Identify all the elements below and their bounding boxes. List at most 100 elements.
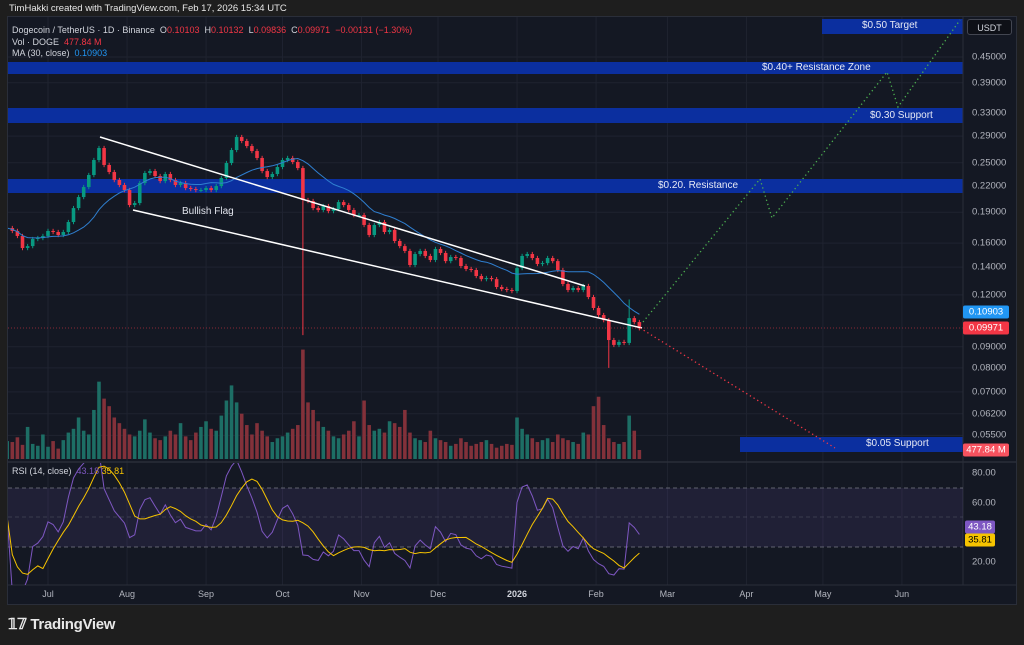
candle-body (137, 183, 142, 204)
price-tick-label: 0.05500 (972, 429, 1007, 441)
rsi-ma-value: 35.81 (101, 466, 125, 476)
candle-body (515, 268, 519, 292)
volume-bar (56, 448, 60, 459)
zone-label-target: $0.50 Target (862, 20, 918, 31)
high-value: 0.10132 (211, 25, 244, 35)
volume-bar (301, 349, 305, 459)
volume-bar (454, 443, 458, 459)
candle-body (443, 252, 448, 262)
zone-005-support[interactable] (740, 437, 963, 452)
time-tick-label: May (814, 589, 832, 599)
candle-body (112, 172, 117, 181)
volume-bar (148, 432, 152, 459)
candle-body (331, 209, 336, 212)
volume-bar (474, 443, 479, 459)
volume-bar (229, 385, 234, 459)
tradingview-logo[interactable]: 𝟙𝟟 TradingView (8, 615, 115, 633)
volume-bar (30, 443, 35, 459)
legend-symbol-row: Dogecoin / TetherUS · 1D · Binance O0.10… (12, 25, 412, 35)
candle-body (428, 255, 433, 260)
candle-body (484, 278, 489, 280)
candle-body (15, 230, 20, 236)
volume-bar (107, 406, 111, 459)
bullish-projection-path[interactable] (642, 19, 961, 323)
candle-body (464, 266, 468, 269)
volume-bar (418, 440, 422, 459)
candle-body (316, 208, 320, 211)
candle-body (622, 341, 626, 343)
candle-body (433, 248, 438, 260)
candle-body (556, 261, 560, 271)
volume-bar (464, 442, 468, 459)
volume-bar (484, 440, 489, 459)
low-value: 0.09836 (253, 25, 287, 35)
candle-body (153, 171, 157, 177)
bearish-projection-path[interactable] (639, 327, 836, 449)
candle-body (20, 235, 25, 249)
price-tick-label: 0.14000 (972, 261, 1007, 273)
currency-button[interactable]: USDT (967, 19, 1012, 35)
volume-bar (81, 430, 86, 459)
candle-body (46, 230, 50, 236)
flag-upper-line[interactable] (99, 136, 586, 287)
price-tick-label: 0.33000 (972, 107, 1007, 119)
rsi-legend[interactable]: RSI (14, close) 43.18 35.81 (12, 466, 124, 476)
volume-bar (540, 440, 545, 459)
volume-bar (515, 417, 519, 459)
volume-bar (178, 423, 183, 459)
volume-bar (8, 441, 10, 459)
volume-bar (510, 444, 514, 459)
candle-body (499, 286, 504, 290)
candle-body (270, 174, 275, 178)
zone-label-support-005: $0.05 Support (866, 438, 929, 449)
high-label: H (204, 25, 212, 35)
zone-040-resistance[interactable] (8, 62, 963, 74)
volume-bar (102, 398, 106, 459)
zone-020-resistance[interactable] (8, 179, 963, 193)
rsi-line (8, 463, 640, 585)
candle-body (632, 318, 637, 323)
price-tick-label: 0.29000 (972, 130, 1007, 142)
volume-bar (209, 428, 213, 459)
volume-bar (331, 436, 336, 459)
zone-050-target[interactable] (822, 19, 963, 34)
candle-body (199, 190, 203, 192)
volume-bar (250, 434, 254, 459)
candle-body (423, 250, 428, 256)
candle-body (601, 315, 606, 321)
candle-body (617, 341, 621, 345)
volume-bar (520, 428, 524, 459)
candle-body (586, 285, 591, 298)
volume-bar (387, 421, 392, 459)
candle-body (372, 224, 377, 235)
flag-lower-line[interactable] (132, 209, 643, 329)
volume-bar (204, 421, 208, 459)
volume-bar (362, 400, 366, 459)
candles (8, 134, 642, 368)
candle-body (321, 206, 326, 211)
candle-body (326, 206, 331, 212)
price-tick-label: 0.22000 (972, 180, 1007, 192)
volume-bar (556, 434, 560, 459)
legend-ma-row[interactable]: MA (30, close) 0.10903 (12, 48, 107, 58)
volume-bar (173, 434, 178, 459)
zone-030-support[interactable] (8, 108, 963, 123)
volume-bar (168, 430, 173, 459)
volume-bar (143, 419, 147, 459)
volume-bars (8, 349, 642, 459)
volume-bar (448, 445, 453, 459)
time-tick-label: Aug (119, 589, 136, 599)
candle-body (194, 189, 198, 191)
legend-volume-row[interactable]: Vol · DOGE 477.84 M (12, 37, 102, 47)
time-tick-label: Apr (739, 589, 754, 599)
candle-body (107, 164, 111, 173)
candle-body (550, 258, 555, 262)
candle-body (397, 241, 402, 247)
volume-bar (239, 413, 244, 459)
candle-body (474, 270, 479, 276)
volume-bar (290, 428, 295, 459)
symbol-title[interactable]: Dogecoin / TetherUS · 1D · Binance (12, 25, 155, 35)
time-tick-label: Feb (588, 589, 604, 599)
volume-bar (270, 442, 275, 459)
